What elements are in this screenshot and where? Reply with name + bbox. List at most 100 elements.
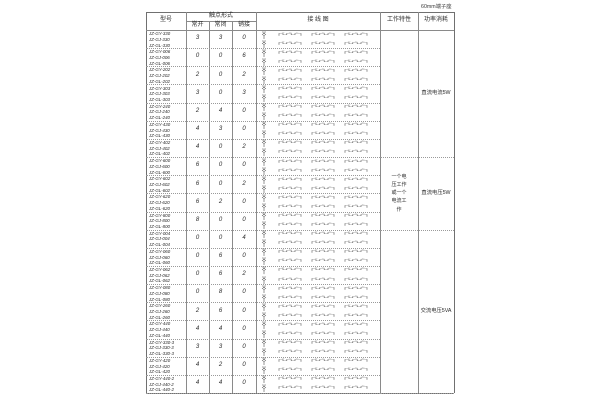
- svg-text:16: 16: [322, 86, 325, 87]
- svg-text:19: 19: [355, 322, 358, 323]
- svg-text:11: 11: [263, 167, 267, 168]
- svg-text:11: 11: [263, 158, 267, 159]
- svg-text:16: 16: [322, 77, 325, 78]
- svg-text:11: 11: [263, 49, 267, 50]
- svg-text:12: 12: [282, 168, 285, 169]
- svg-text:17: 17: [329, 213, 332, 214]
- svg-text:12: 12: [282, 249, 285, 250]
- svg-text:14: 14: [296, 331, 300, 332]
- svg-text:16: 16: [322, 204, 325, 205]
- svg-text:15: 15: [315, 322, 318, 323]
- svg-text:14: 14: [296, 231, 300, 232]
- svg-text:11: 11: [263, 321, 267, 322]
- svg-text:20: 20: [362, 95, 365, 96]
- svg-text:18: 18: [348, 249, 351, 250]
- svg-text:13: 13: [289, 376, 292, 377]
- svg-text:15: 15: [315, 140, 318, 141]
- svg-text:18: 18: [348, 195, 351, 196]
- svg-text:17: 17: [329, 258, 332, 259]
- svg-text:13: 13: [289, 213, 292, 214]
- svg-text:13: 13: [289, 304, 292, 305]
- svg-text:11: 11: [263, 113, 267, 114]
- svg-text:13: 13: [289, 231, 292, 232]
- svg-text:14: 14: [296, 249, 300, 250]
- svg-text:14: 14: [296, 40, 300, 41]
- svg-text:12: 12: [282, 267, 285, 268]
- svg-text:20: 20: [362, 158, 365, 159]
- svg-text:15: 15: [315, 168, 318, 169]
- svg-text:11: 11: [263, 358, 267, 359]
- svg-text:19: 19: [355, 95, 358, 96]
- svg-text:14: 14: [296, 276, 300, 277]
- svg-text:13: 13: [289, 276, 292, 277]
- svg-text:11: 11: [263, 294, 267, 295]
- svg-text:20: 20: [362, 104, 365, 105]
- svg-text:15: 15: [315, 376, 318, 377]
- svg-text:20: 20: [362, 367, 365, 368]
- svg-text:16: 16: [322, 376, 325, 377]
- svg-text:13: 13: [289, 385, 292, 386]
- svg-text:12: 12: [282, 222, 285, 223]
- svg-text:17: 17: [329, 340, 332, 341]
- svg-text:15: 15: [315, 68, 318, 69]
- svg-text:18: 18: [348, 376, 351, 377]
- svg-text:19: 19: [355, 367, 358, 368]
- svg-text:12: 12: [282, 177, 285, 178]
- svg-text:16: 16: [322, 222, 325, 223]
- svg-text:16: 16: [322, 340, 325, 341]
- svg-text:19: 19: [355, 267, 358, 268]
- svg-text:11: 11: [263, 376, 267, 377]
- svg-text:20: 20: [362, 195, 365, 196]
- svg-text:15: 15: [315, 149, 318, 150]
- svg-text:19: 19: [355, 158, 358, 159]
- svg-text:13: 13: [289, 349, 292, 350]
- svg-text:18: 18: [348, 186, 351, 187]
- svg-text:20: 20: [362, 304, 365, 305]
- svg-text:14: 14: [296, 186, 300, 187]
- svg-text:17: 17: [329, 186, 332, 187]
- svg-text:18: 18: [348, 349, 351, 350]
- svg-text:17: 17: [329, 267, 332, 268]
- svg-text:18: 18: [348, 286, 351, 287]
- svg-text:17: 17: [329, 104, 332, 105]
- svg-text:19: 19: [355, 31, 358, 32]
- svg-text:19: 19: [355, 349, 358, 350]
- svg-text:12: 12: [282, 322, 285, 323]
- svg-text:18: 18: [348, 40, 351, 41]
- svg-text:14: 14: [296, 313, 300, 314]
- svg-text:13: 13: [289, 313, 292, 314]
- svg-text:19: 19: [355, 86, 358, 87]
- svg-text:17: 17: [329, 59, 332, 60]
- svg-text:18: 18: [348, 168, 351, 169]
- svg-text:14: 14: [296, 149, 300, 150]
- svg-text:15: 15: [315, 267, 318, 268]
- svg-text:15: 15: [315, 340, 318, 341]
- svg-text:12: 12: [282, 186, 285, 187]
- svg-text:17: 17: [329, 50, 332, 51]
- svg-text:16: 16: [322, 40, 325, 41]
- svg-text:16: 16: [322, 31, 325, 32]
- svg-text:20: 20: [362, 231, 365, 232]
- svg-text:20: 20: [362, 240, 365, 241]
- svg-text:15: 15: [315, 104, 318, 105]
- svg-text:17: 17: [329, 313, 332, 314]
- svg-text:14: 14: [296, 286, 300, 287]
- svg-text:12: 12: [282, 95, 285, 96]
- svg-text:20: 20: [362, 77, 365, 78]
- svg-text:14: 14: [296, 267, 300, 268]
- svg-text:15: 15: [315, 122, 318, 123]
- svg-text:14: 14: [296, 77, 300, 78]
- svg-text:14: 14: [296, 104, 300, 105]
- svg-text:18: 18: [348, 113, 351, 114]
- svg-text:18: 18: [348, 340, 351, 341]
- svg-text:12: 12: [282, 204, 285, 205]
- svg-text:16: 16: [322, 358, 325, 359]
- svg-text:15: 15: [315, 295, 318, 296]
- svg-text:20: 20: [362, 267, 365, 268]
- svg-text:14: 14: [296, 140, 300, 141]
- svg-text:16: 16: [322, 258, 325, 259]
- svg-text:12: 12: [282, 240, 285, 241]
- svg-text:16: 16: [322, 322, 325, 323]
- svg-text:16: 16: [322, 122, 325, 123]
- svg-text:16: 16: [322, 131, 325, 132]
